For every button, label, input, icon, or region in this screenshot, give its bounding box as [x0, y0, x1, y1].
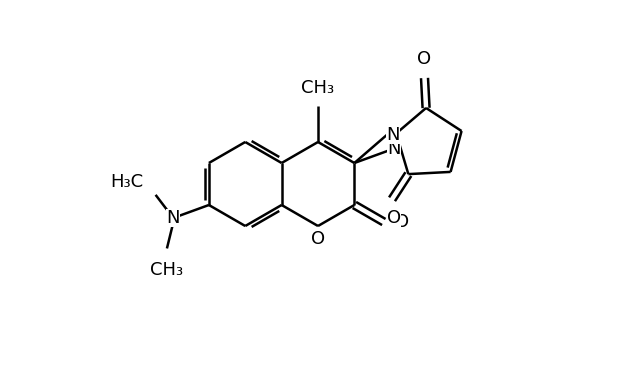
Text: O: O: [387, 209, 401, 227]
Text: H₃C: H₃C: [111, 173, 143, 191]
Text: O: O: [311, 230, 325, 248]
Text: O: O: [417, 50, 431, 68]
Text: CH₃: CH₃: [150, 261, 184, 279]
Text: N: N: [387, 126, 400, 144]
Text: O: O: [395, 213, 409, 231]
Text: CH₃: CH₃: [301, 79, 335, 97]
Text: N: N: [166, 209, 180, 227]
Text: N: N: [387, 140, 401, 158]
